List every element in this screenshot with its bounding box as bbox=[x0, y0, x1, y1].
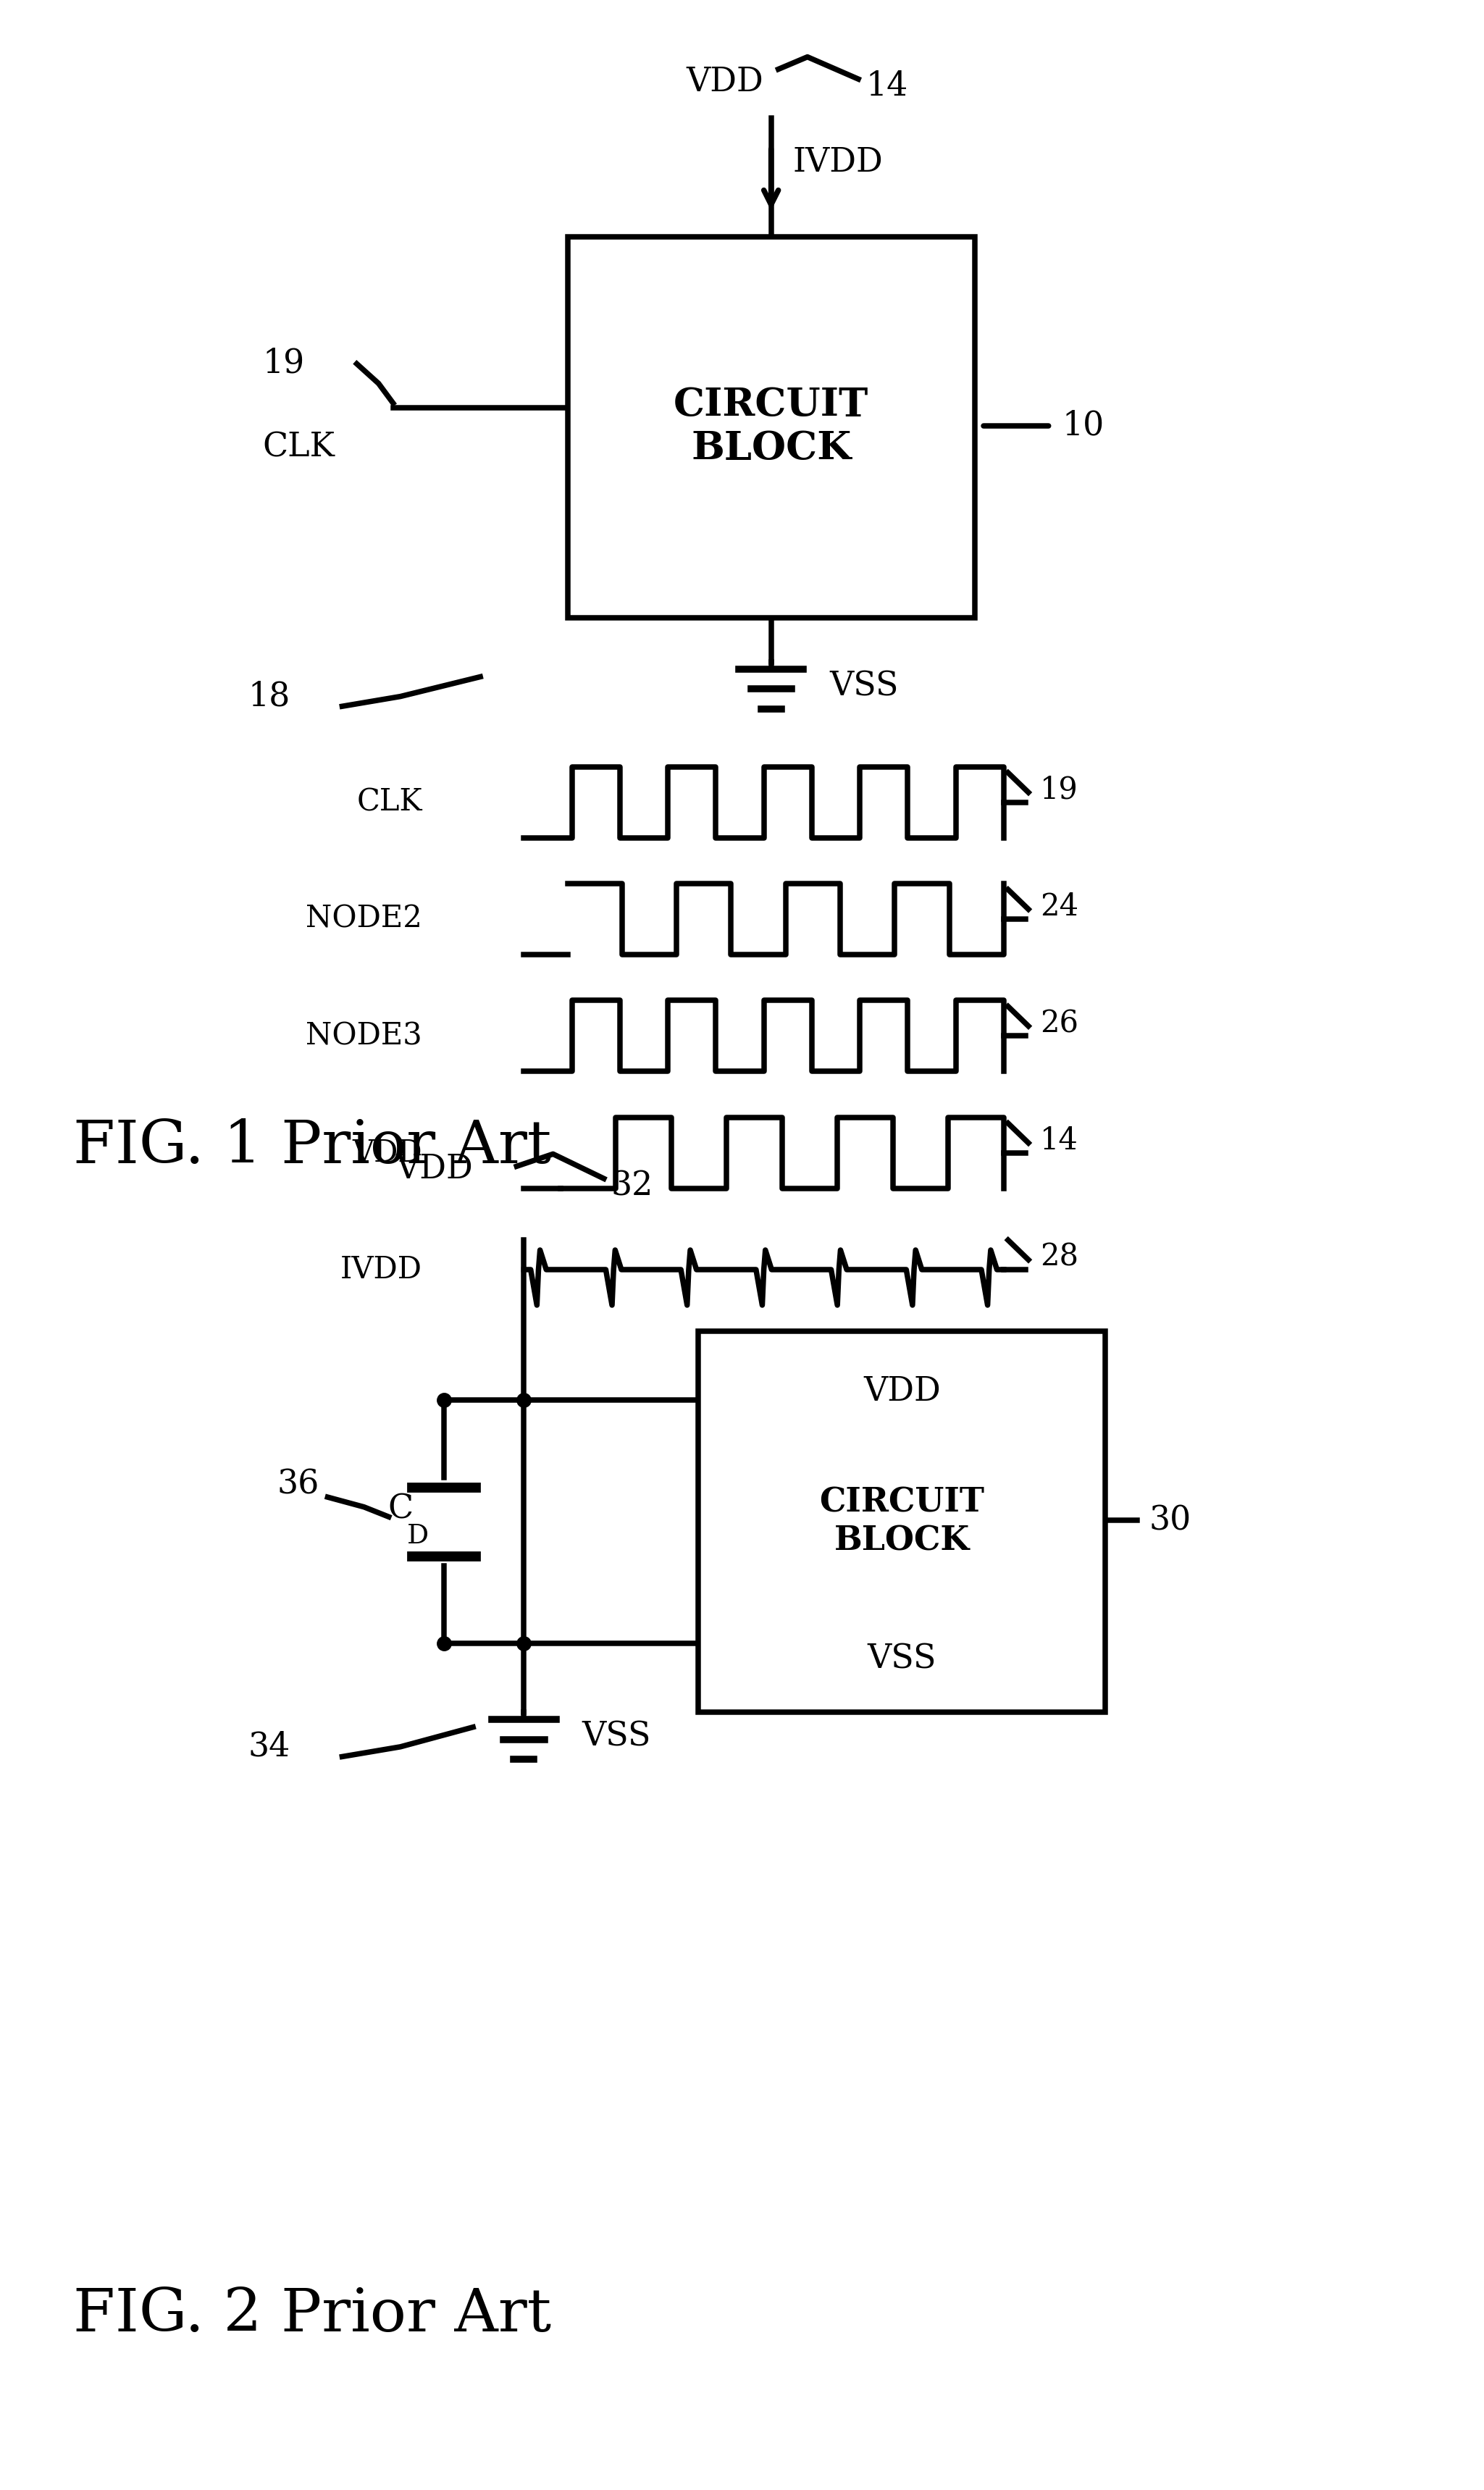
Text: CLK: CLK bbox=[356, 787, 421, 817]
Text: 14: 14 bbox=[865, 70, 908, 102]
Text: 28: 28 bbox=[1040, 1243, 1079, 1272]
Text: 14: 14 bbox=[1040, 1125, 1079, 1155]
Text: VDD: VDD bbox=[864, 1374, 941, 1409]
Text: VSS: VSS bbox=[867, 1643, 936, 1676]
Text: 19: 19 bbox=[1040, 774, 1079, 804]
Text: D: D bbox=[407, 1524, 429, 1549]
Text: VDD: VDD bbox=[396, 1153, 473, 1185]
Text: VSS: VSS bbox=[582, 1721, 651, 1753]
Text: VDD: VDD bbox=[352, 1138, 421, 1168]
Text: IVDD: IVDD bbox=[792, 147, 883, 179]
Text: 26: 26 bbox=[1040, 1008, 1079, 1038]
Text: CIRCUIT
BLOCK: CIRCUIT BLOCK bbox=[819, 1487, 984, 1559]
Text: 32: 32 bbox=[611, 1170, 653, 1203]
Text: FIG. 1 Prior Art: FIG. 1 Prior Art bbox=[73, 1118, 552, 1175]
Text: NODE2: NODE2 bbox=[306, 904, 421, 934]
Text: 10: 10 bbox=[1063, 408, 1104, 443]
Text: C: C bbox=[387, 1494, 413, 1526]
Text: 24: 24 bbox=[1040, 891, 1079, 921]
Text: 34: 34 bbox=[248, 1731, 289, 1763]
Bar bbox=[567, 237, 975, 618]
Text: 36: 36 bbox=[278, 1469, 319, 1501]
Text: FIG. 2 Prior Art: FIG. 2 Prior Art bbox=[73, 2286, 552, 2343]
Text: IVDD: IVDD bbox=[340, 1255, 421, 1285]
Text: 30: 30 bbox=[1149, 1504, 1192, 1536]
Text: CIRCUIT
BLOCK: CIRCUIT BLOCK bbox=[674, 386, 868, 468]
Text: CLK: CLK bbox=[263, 431, 334, 463]
Text: VSS: VSS bbox=[830, 670, 898, 702]
Text: VDD: VDD bbox=[687, 65, 764, 100]
Text: 19: 19 bbox=[263, 349, 304, 381]
Text: NODE3: NODE3 bbox=[306, 1021, 421, 1051]
Text: 18: 18 bbox=[248, 680, 289, 712]
Bar bbox=[699, 1332, 1106, 1713]
